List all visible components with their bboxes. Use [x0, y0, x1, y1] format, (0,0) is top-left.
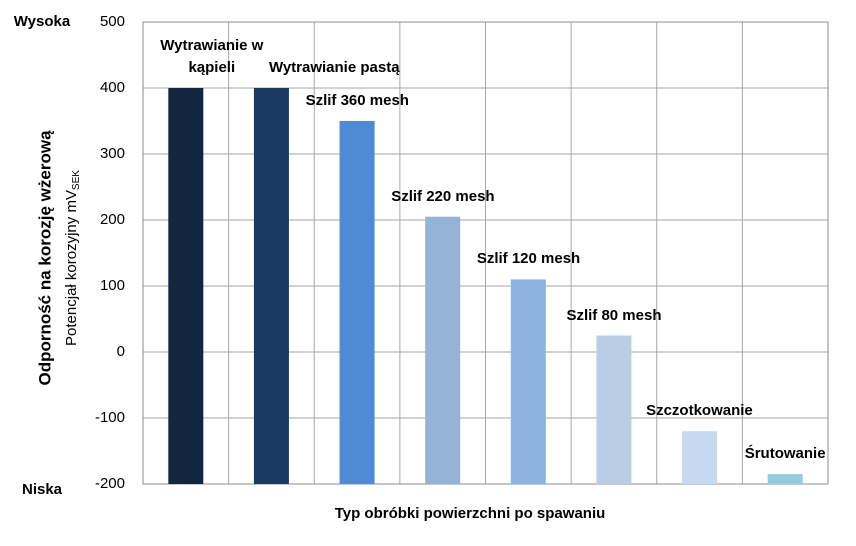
category-label: Szczotkowanie — [646, 402, 753, 420]
y-unit: Potencjał korozyjny mV — [63, 190, 80, 346]
bar — [253, 88, 289, 484]
high-label: Wysoka — [14, 13, 71, 30]
y-tick-label: 400 — [100, 79, 125, 96]
bar — [168, 88, 204, 484]
bar — [425, 216, 461, 484]
y-axis-subtitle: Potencjał korozyjny mVSEK — [63, 170, 82, 346]
low-label: Niska — [22, 481, 63, 498]
category-label: Wytrawianie w kąpieli — [160, 37, 264, 76]
y-axis-title: Odporność na korozję wżerową — [35, 130, 54, 386]
bar — [682, 431, 718, 484]
category-label: Szlif 220 mesh — [391, 187, 495, 205]
bar — [596, 335, 632, 484]
y-tick-label: 100 — [100, 277, 125, 294]
y-unit-sub: SEK — [71, 170, 82, 190]
category-label: Szlif 120 mesh — [476, 250, 581, 268]
bar — [339, 121, 375, 484]
y-tick-label: 200 — [100, 211, 125, 228]
y-tick-label: 500 — [100, 13, 125, 30]
x-axis-title: Typ obróbki powierzchni po spawaniu — [335, 505, 606, 522]
bar — [510, 279, 546, 484]
bar — [767, 474, 803, 484]
y-tick-label: 0 — [117, 343, 125, 360]
category-label: Szlif 360 mesh — [305, 92, 409, 109]
category-label: Szlif 80 mesh — [566, 306, 662, 324]
category-label: Śrutowanie — [744, 445, 826, 463]
plot-border — [142, 21, 829, 485]
y-tick-label: -100 — [95, 409, 125, 426]
y-tick-label: -200 — [95, 475, 125, 492]
y-tick-label: 300 — [100, 145, 125, 162]
category-label: Wytrawianie pastą — [268, 59, 400, 76]
